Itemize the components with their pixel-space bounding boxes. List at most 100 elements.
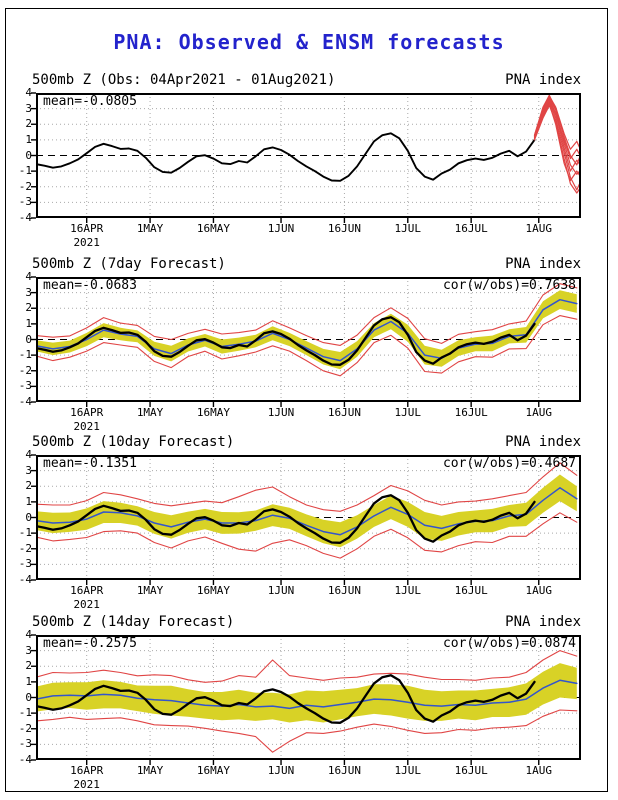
y-tick-label: -3 xyxy=(18,379,32,393)
observed-line xyxy=(36,316,536,366)
y-tick-label: 4 xyxy=(25,86,32,99)
x-tick-label: 1AUG xyxy=(525,584,553,597)
axis-ticks xyxy=(31,634,540,765)
envelope-lower-line xyxy=(36,315,578,377)
y-tick-label: 0 xyxy=(25,690,32,704)
axis-ticks xyxy=(31,92,540,223)
y-tick-label: 3 xyxy=(25,463,32,477)
ensemble-members xyxy=(533,94,581,194)
envelope-upper-line xyxy=(36,650,578,683)
x-tick-label: 16APR 2021 xyxy=(70,406,104,433)
x-tick-label: 16APR 2021 xyxy=(70,764,104,791)
y-tick-label: 3 xyxy=(25,101,32,115)
x-tick-label: 16MAY xyxy=(196,584,230,597)
panel-7day-title: 500mb Z (7day Forecast) xyxy=(32,256,226,272)
member-line xyxy=(533,101,581,191)
envelope-lower-line xyxy=(36,512,578,559)
correlation-annotation: cor(w/obs)=0.4687 xyxy=(442,456,576,471)
panel-7day-index-label: PNA index xyxy=(505,256,581,272)
panel-14day-title: 500mb Z (14day Forecast) xyxy=(32,614,235,630)
y-tick-label: -2 xyxy=(18,363,32,377)
y-tick-label: -1 xyxy=(18,164,32,178)
y-tick-label: 1 xyxy=(25,494,32,508)
y-tick-label: -3 xyxy=(18,557,32,571)
envelope-upper-line xyxy=(36,462,578,512)
x-tick-label: 1JUN xyxy=(267,584,295,597)
y-tick-label: -2 xyxy=(18,721,32,735)
x-tick-label: 1AUG xyxy=(525,406,553,419)
y-tick-label: 1 xyxy=(25,316,32,330)
x-tick-label: 16JUN xyxy=(327,584,361,597)
x-tick-label: 16JUL xyxy=(454,584,488,597)
mean-annotation: mean=-0.1351 xyxy=(43,456,137,471)
member-line xyxy=(533,100,581,160)
y-tick-label: 0 xyxy=(25,510,32,524)
y-tick-label: -4 xyxy=(18,573,32,586)
correlation-annotation: cor(w/obs)=0.7638 xyxy=(442,278,576,293)
panel-10day-index-label: PNA index xyxy=(505,434,581,450)
y-tick-label: -1 xyxy=(18,348,32,362)
x-tick-label: 16APR 2021 xyxy=(70,222,104,249)
chart-canvas xyxy=(31,92,581,223)
panel-7day: 500mb Z (7day Forecast) PNA index mean=-… xyxy=(19,256,581,433)
x-tick-label: 1JUN xyxy=(267,222,295,235)
panel-observed-index-label: PNA index xyxy=(505,72,581,88)
y-tick-label: -1 xyxy=(18,526,32,540)
ensemble-spread-band xyxy=(36,663,577,723)
plot-border xyxy=(36,277,581,402)
x-tick-label: 16JUN xyxy=(327,406,361,419)
panel-observed-title: 500mb Z (Obs: 04Apr2021 - 01Aug2021) xyxy=(32,72,336,88)
x-tick-label: 1MAY xyxy=(136,584,164,597)
x-tick-label: 1AUG xyxy=(525,764,553,777)
panel-14day-index-label: PNA index xyxy=(505,614,581,630)
page-title: PNA: Observed & ENSM forecasts xyxy=(113,30,505,54)
x-tick-label: 16JUL xyxy=(454,764,488,777)
y-tick-label: 2 xyxy=(25,479,32,493)
y-tick-label: -4 xyxy=(18,395,32,408)
x-tick-label: 1AUG xyxy=(525,222,553,235)
member-line xyxy=(533,95,581,152)
panel-10day-plot: mean=-0.1351 cor(w/obs)=0.4687 4 3 2 1 0 -1 -2… xyxy=(19,449,581,611)
x-tick-label: 16MAY xyxy=(196,764,230,777)
plot-border xyxy=(36,93,581,218)
x-tick-label: 1JUN xyxy=(267,764,295,777)
x-tick-label: 1JUL xyxy=(394,406,422,419)
ensemble-mean-line xyxy=(36,679,578,710)
gridlines xyxy=(36,277,581,402)
envelope-upper-line xyxy=(36,283,578,346)
plot-border xyxy=(36,455,581,580)
axis-ticks xyxy=(31,454,540,585)
x-tick-label: 16APR 2021 xyxy=(70,584,104,611)
panel-14day-plot: mean=-0.2575 cor(w/obs)=0.0874 4 3 2 1 0 -1 -2… xyxy=(19,629,581,791)
x-tick-label: 1JUL xyxy=(394,584,422,597)
ensemble-spread-band xyxy=(36,290,577,370)
x-tick-label: 16JUL xyxy=(454,406,488,419)
mean-annotation: mean=-0.0805 xyxy=(43,94,137,109)
y-tick-label: -4 xyxy=(18,753,32,766)
chart-canvas xyxy=(31,276,581,407)
y-tick-label: -4 xyxy=(18,211,32,224)
y-tick-label: 2 xyxy=(25,117,32,131)
correlation-annotation: cor(w/obs)=0.0874 xyxy=(442,636,576,651)
y-tick-label: 4 xyxy=(25,448,32,461)
chart-canvas xyxy=(31,634,581,765)
chart-canvas xyxy=(31,454,581,585)
observed-line xyxy=(36,132,536,182)
y-tick-label: 3 xyxy=(25,285,32,299)
x-tick-label: 16MAY xyxy=(196,222,230,235)
x-tick-label: 1JUL xyxy=(394,764,422,777)
panel-7day-plot: mean=-0.0683 cor(w/obs)=0.7638 4 3 2 1 0 -1 -2… xyxy=(19,271,581,433)
x-tick-label: 1MAY xyxy=(136,764,164,777)
envelope-lower-line xyxy=(36,709,578,753)
x-tick-label: 1MAY xyxy=(136,222,164,235)
y-tick-label: -3 xyxy=(18,195,32,209)
member-line xyxy=(533,103,581,182)
panel-14day: 500mb Z (14day Forecast) PNA index mean=… xyxy=(19,614,581,791)
x-tick-label: 16MAY xyxy=(196,406,230,419)
axis-ticks xyxy=(31,276,540,407)
gridlines xyxy=(36,93,581,218)
y-tick-label: -3 xyxy=(18,737,32,751)
y-tick-label: 4 xyxy=(25,270,32,283)
y-tick-label: -2 xyxy=(18,541,32,555)
